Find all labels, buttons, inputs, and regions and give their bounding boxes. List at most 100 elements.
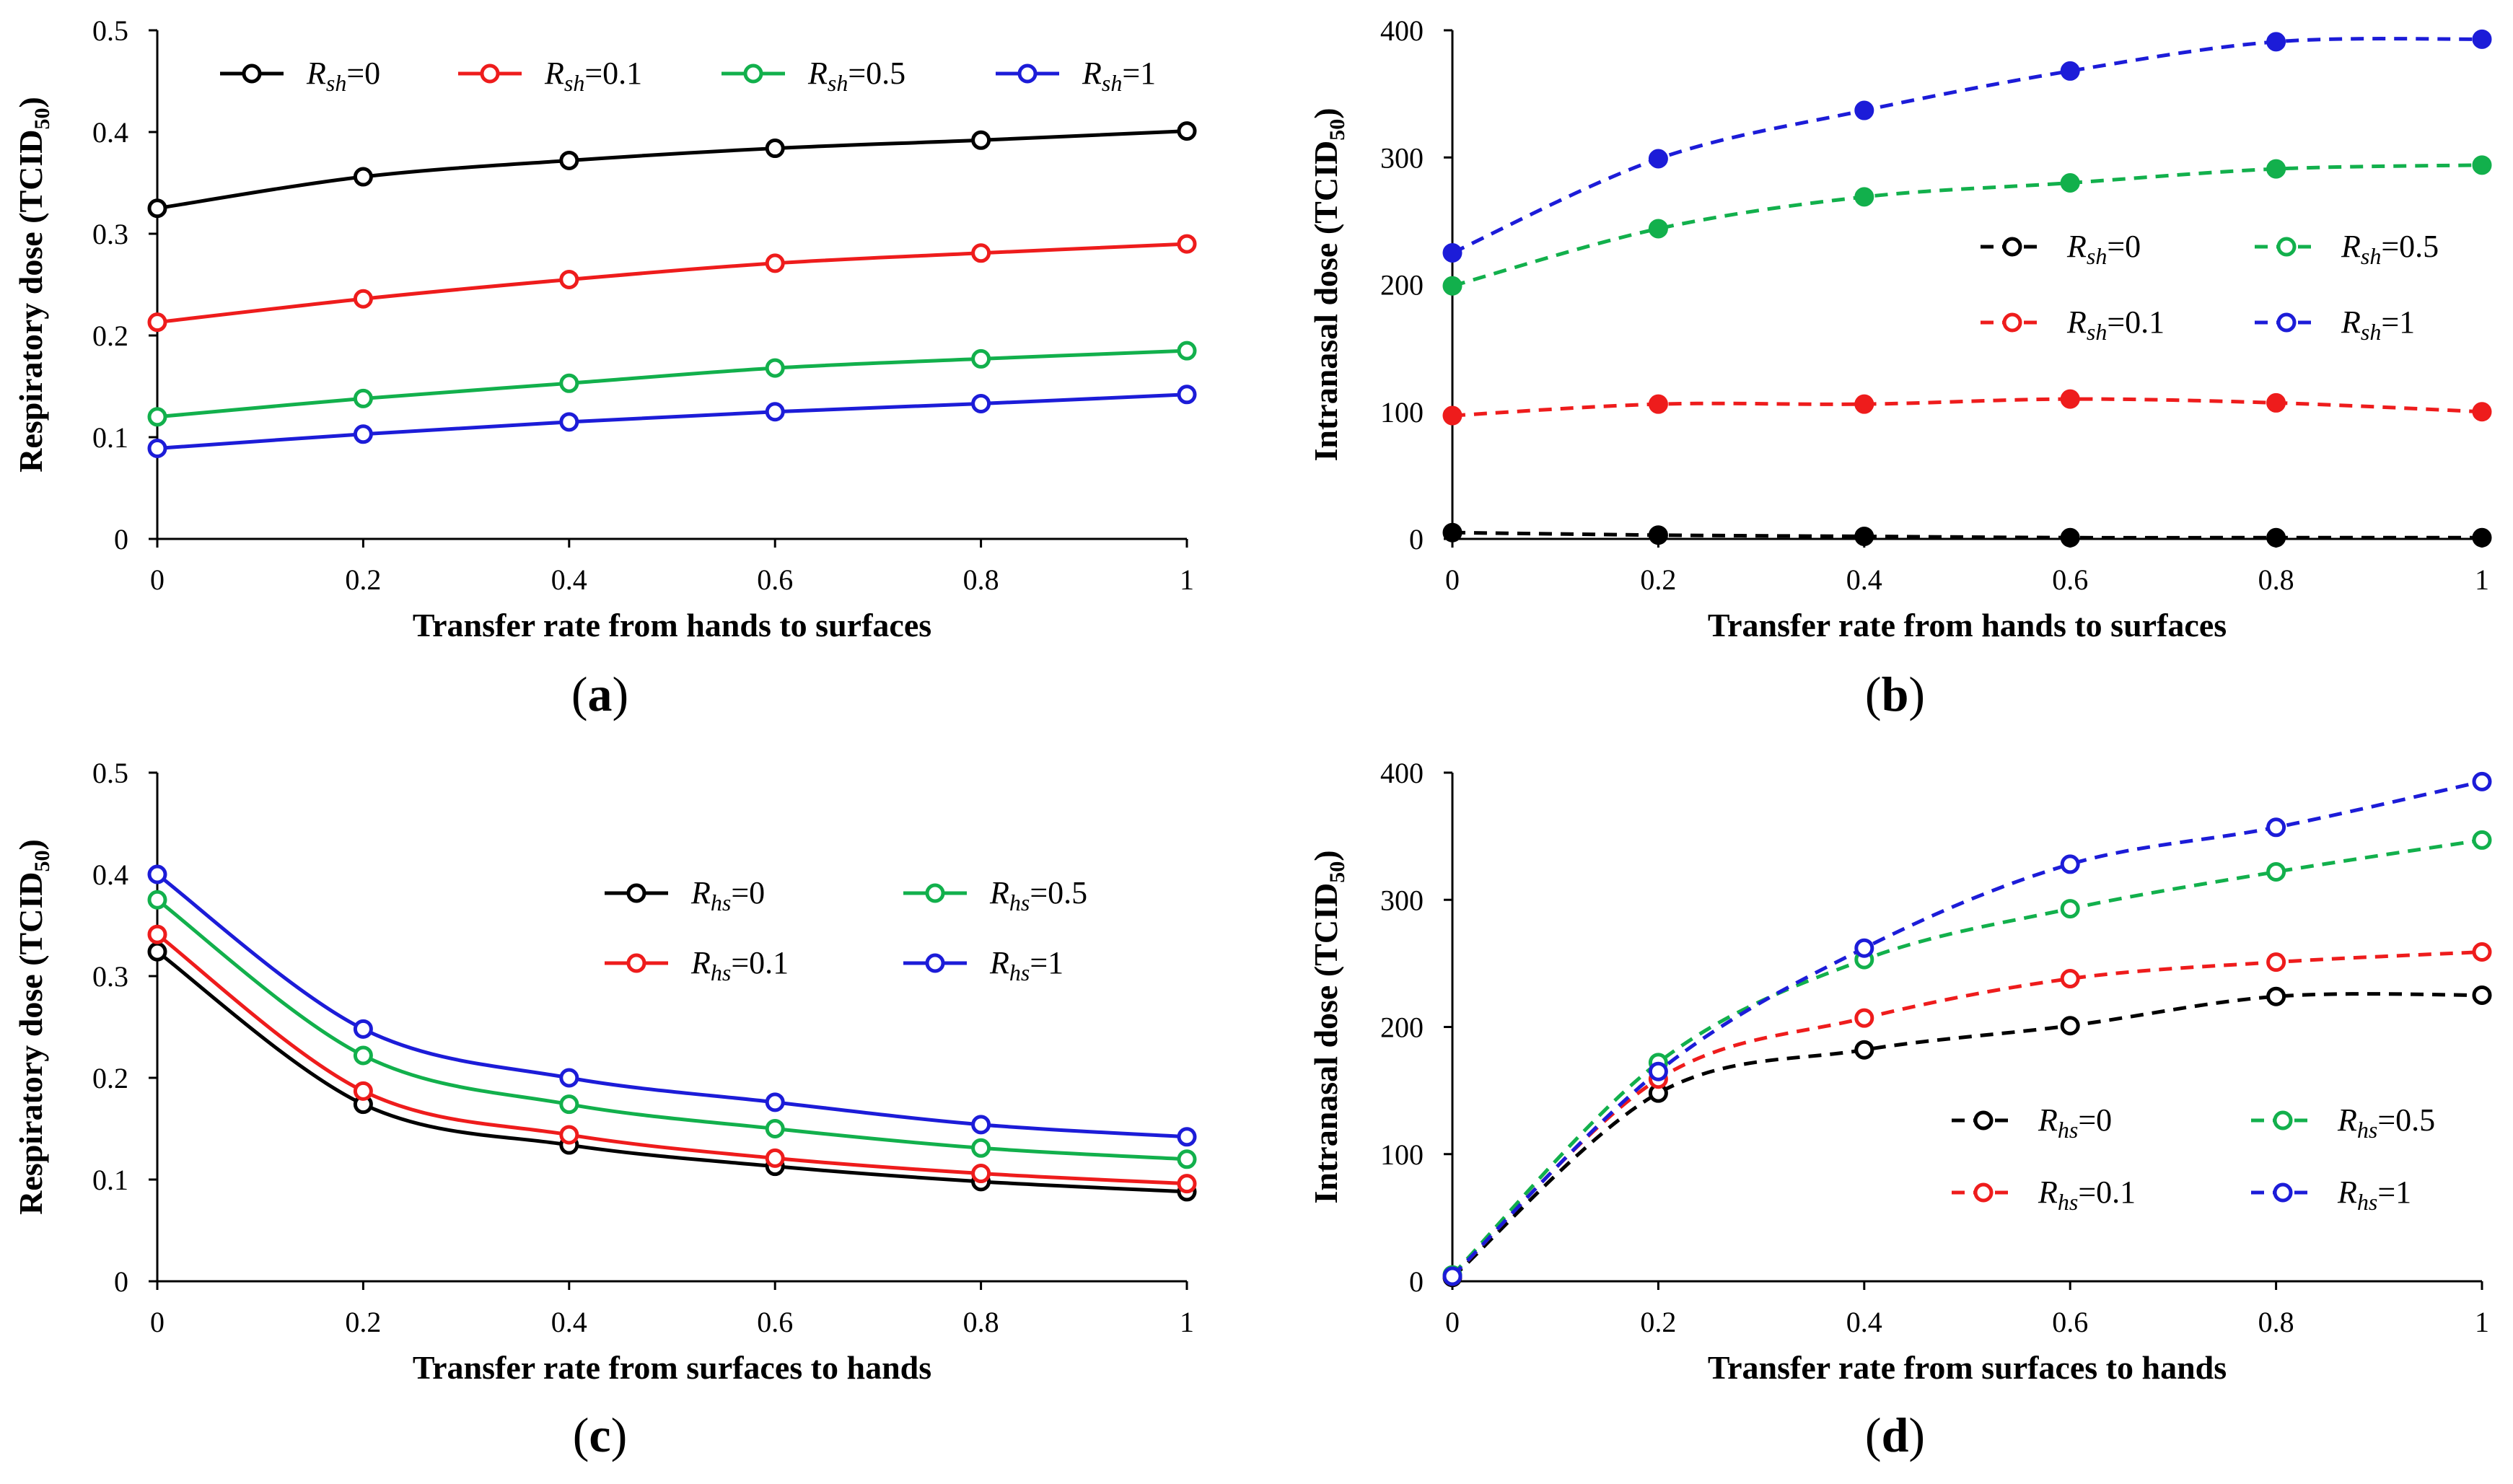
y-axis-label-end: ) — [1307, 850, 1344, 861]
legend-label: Rhs=0.1 — [2038, 1175, 2136, 1215]
x-tick-label: 0.8 — [2258, 563, 2294, 596]
legend-sub: sh — [1102, 70, 1122, 96]
legend-entry-Rsh=0.1: Rsh=0.1 — [458, 56, 642, 96]
data-point — [1442, 405, 1462, 426]
data-point — [1177, 385, 1197, 405]
y-axis-label-end: ) — [12, 97, 49, 107]
y-axis-label-end: ) — [12, 839, 49, 850]
series-line-Rsh=0.1 — [1452, 397, 2483, 418]
legend-entry-Rsh=1: Rsh=1 — [996, 56, 1156, 96]
data-point — [1177, 234, 1197, 254]
data-point — [2472, 771, 2492, 791]
legend-entry-Rsh=0.5: Rsh=0.5 — [722, 56, 905, 96]
legend-sub: sh — [2361, 319, 2381, 345]
y-axis-label-main: Respiratory dose (TCID — [12, 130, 49, 473]
data-point — [2472, 29, 2492, 49]
legend-label: Rsh=0 — [306, 56, 380, 96]
data-point — [2060, 61, 2080, 81]
chart-panel-c: 0 0.1 0.2 0.3 0.4 0.5 0 0.2 0.4 0.6 0.8 1 Transfer r… — [12, 757, 1197, 1462]
legend-entry-Rhs=0: Rhs=0 — [1952, 1102, 2112, 1143]
legend-marker — [480, 63, 500, 84]
legend-var: R — [2337, 1102, 2357, 1138]
legend-marker — [626, 883, 646, 903]
x-axis-label: Transfer rate from hands to surfaces — [413, 607, 931, 644]
y-axis-label: Respiratory dose (TCID50) — [12, 839, 54, 1215]
y-tick-label: 0 — [114, 1265, 128, 1298]
series-line-Rhs=1 — [156, 873, 1188, 1139]
data-point — [2472, 830, 2492, 850]
x-axis-label: Transfer rate from surfaces to hands — [1708, 1349, 2227, 1386]
legend-label: Rhs=0 — [690, 875, 765, 916]
series-line-Rhs=0.1 — [1451, 950, 2483, 1278]
legend-sub: sh — [564, 70, 584, 96]
y-axis-label-end: ) — [1307, 107, 1344, 118]
y-tick-label: 400 — [1380, 14, 1424, 47]
legend-sub: hs — [1009, 960, 1030, 985]
data-point — [1648, 149, 1668, 169]
legend-var: R — [2066, 304, 2087, 340]
data-point — [2266, 392, 2286, 413]
data-point — [2472, 527, 2492, 548]
legend-label: Rsh=1 — [1082, 56, 1156, 96]
legend-var: R — [989, 945, 1009, 980]
data-point — [559, 1125, 579, 1145]
legend-var: R — [306, 56, 326, 91]
series-line-Rsh=0 — [1452, 530, 2482, 540]
data-point — [353, 1019, 373, 1039]
legend-val: =1 — [1030, 945, 1063, 980]
data-point — [1854, 938, 1874, 958]
panel-label-letter: b — [1882, 667, 1909, 721]
legend-val: =0.5 — [1030, 875, 1087, 910]
y-tick-label: 0 — [114, 523, 128, 556]
data-point — [147, 864, 167, 884]
data-point — [147, 312, 167, 333]
data-point — [559, 373, 579, 393]
x-tick-label: 0.2 — [345, 563, 381, 596]
data-point — [1854, 1040, 1874, 1060]
data-point — [2472, 155, 2492, 175]
legend-sub: sh — [326, 70, 346, 96]
x-tick-label: 0.2 — [345, 1306, 381, 1338]
x-axis-label: Transfer rate from surfaces to hands — [413, 1349, 931, 1386]
data-point — [765, 1148, 785, 1168]
data-point — [2060, 1016, 2080, 1036]
series-line-Rhs=0.5 — [156, 898, 1188, 1162]
legend-marker — [1017, 63, 1038, 84]
y-axis-label-subscript: 50 — [1325, 119, 1349, 141]
x-tick-label: 0.6 — [2052, 1306, 2088, 1338]
panel-label-open: ( — [573, 1408, 589, 1462]
legend-var: R — [690, 875, 711, 910]
legend-sub: hs — [1009, 890, 1030, 916]
data-point — [1177, 1174, 1197, 1194]
series-line-Rsh=1 — [157, 392, 1188, 451]
legend-marker — [2273, 1110, 2293, 1130]
legend-sub: hs — [711, 890, 731, 916]
legend-label: Rhs=0.1 — [690, 945, 789, 985]
legend-label: Rhs=0 — [2038, 1102, 2112, 1143]
x-tick-label: 0.8 — [963, 563, 999, 596]
legend-var: R — [2066, 229, 2087, 264]
y-tick-label: 200 — [1380, 269, 1424, 302]
legend-var: R — [544, 56, 564, 91]
data-point — [2266, 817, 2286, 838]
data-point — [1177, 121, 1197, 141]
legend-val: =1 — [2381, 304, 2415, 340]
x-tick-label: 0.2 — [1640, 563, 1676, 596]
legend-sub: hs — [2058, 1117, 2078, 1143]
y-tick-label: 0 — [1409, 1265, 1424, 1298]
y-tick-label: 0.1 — [92, 1164, 128, 1196]
data-point — [559, 150, 579, 170]
y-axis-label: Intranasal dose (TCID50) — [1307, 850, 1349, 1203]
legend-val: =0.1 — [584, 56, 642, 91]
data-point — [971, 1164, 991, 1184]
data-point — [2060, 969, 2080, 989]
y-axis-label: Respiratory dose (TCID50) — [12, 97, 54, 473]
panel-label-open: ( — [1865, 667, 1882, 721]
data-point — [971, 1115, 991, 1135]
legend-entry-Rhs=0.5: Rhs=0.5 — [2251, 1102, 2435, 1143]
x-tick-label: 0 — [150, 1306, 165, 1338]
series-line-Rhs=0 — [156, 950, 1188, 1194]
legend-entry-Rhs=1: Rhs=1 — [903, 945, 1063, 985]
data-point — [559, 269, 579, 289]
x-tick-label: 0.4 — [1846, 1306, 1882, 1338]
